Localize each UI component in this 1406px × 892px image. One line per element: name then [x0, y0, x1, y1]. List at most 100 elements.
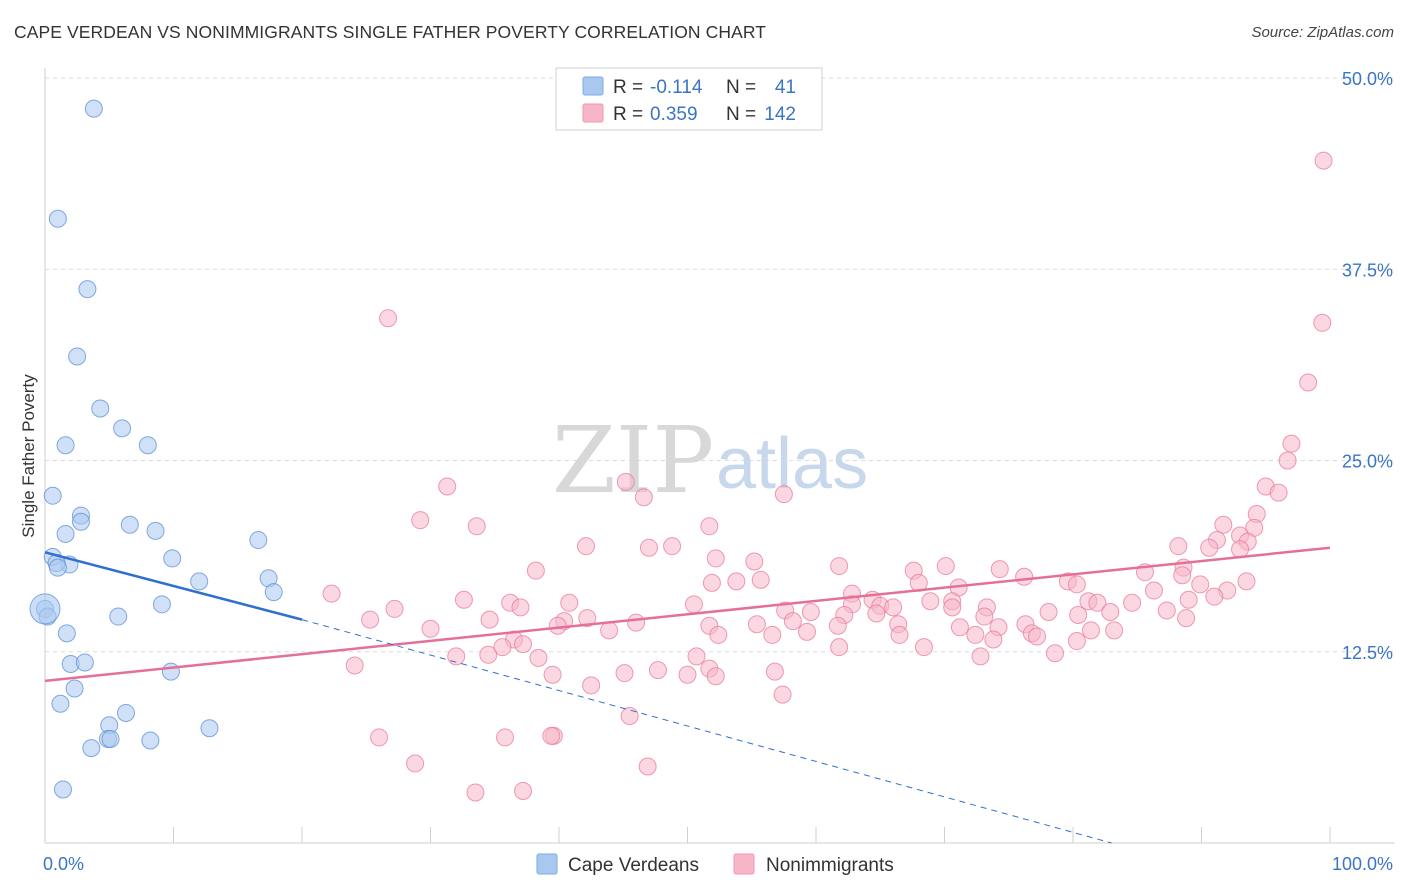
point-nonimmigrants — [763, 625, 782, 644]
point-cape-verdeans — [57, 624, 76, 643]
point-nonimmigrants — [830, 638, 849, 657]
point-nonimmigrants — [370, 728, 389, 747]
point-nonimmigrants — [971, 647, 990, 666]
point-nonimmigrants — [966, 625, 985, 644]
point-nonimmigrants — [1039, 602, 1058, 621]
point-cape-verdeans — [190, 572, 209, 591]
point-cape-verdeans — [51, 694, 70, 713]
point-nonimmigrants — [706, 667, 725, 686]
point-cape-verdeans — [56, 524, 75, 543]
y-tick-label: 50.0% — [1342, 69, 1393, 89]
point-nonimmigrants — [687, 647, 706, 666]
point-nonimmigrants — [765, 662, 784, 681]
axes — [44, 68, 1395, 844]
point-nonimmigrants — [921, 592, 940, 611]
point-cape-verdeans-large — [29, 593, 61, 625]
point-nonimmigrants — [627, 613, 646, 632]
point-nonimmigrants — [576, 537, 595, 556]
point-nonimmigrants — [1237, 572, 1256, 591]
point-nonimmigrants — [884, 598, 903, 617]
point-nonimmigrants — [1269, 483, 1288, 502]
point-nonimmigrants — [678, 665, 697, 684]
legend-r-label-2: R = — [613, 104, 643, 125]
point-nonimmigrants — [466, 783, 485, 802]
point-nonimmigrants — [648, 661, 667, 680]
point-nonimmigrants — [943, 598, 962, 617]
point-cape-verdeans — [101, 729, 120, 748]
point-nonimmigrants — [990, 560, 1009, 579]
point-nonimmigrants — [600, 621, 619, 640]
point-cape-verdeans — [138, 436, 157, 455]
point-cape-verdeans — [56, 436, 75, 455]
point-nonimmigrants — [560, 593, 579, 612]
point-nonimmigrants — [890, 625, 909, 644]
point-nonimmigrants — [1205, 587, 1224, 606]
point-nonimmigrants — [526, 561, 545, 580]
point-cape-verdeans — [116, 703, 135, 722]
point-nonimmigrants — [1313, 313, 1332, 332]
point-cape-verdeans — [78, 280, 97, 299]
point-nonimmigrants — [984, 630, 1003, 649]
point-nonimmigrants — [1177, 609, 1196, 628]
point-nonimmigrants — [751, 570, 770, 589]
point-nonimmigrants — [542, 726, 561, 745]
point-cape-verdeans — [91, 399, 110, 418]
point-nonimmigrants — [773, 685, 792, 704]
point-nonimmigrants — [496, 728, 515, 747]
point-cape-verdeans — [48, 209, 67, 228]
point-cape-verdeans — [120, 515, 139, 534]
trend-lines — [44, 546, 1331, 844]
point-nonimmigrants — [828, 616, 847, 635]
point-nonimmigrants — [663, 537, 682, 556]
point-nonimmigrants — [727, 572, 746, 591]
point-nonimmigrants — [511, 598, 530, 617]
point-nonimmigrants — [774, 485, 793, 504]
point-nonimmigrants — [480, 610, 499, 629]
point-nonimmigrants — [1067, 575, 1086, 594]
legend-n-label-2: N = — [726, 104, 756, 125]
point-nonimmigrants — [709, 625, 728, 644]
point-cape-verdeans — [71, 512, 90, 531]
point-cape-verdeans — [53, 780, 72, 799]
point-nonimmigrants — [1081, 621, 1100, 640]
bottom-legend-label-cape-verdeans: Cape Verdeans — [568, 855, 699, 876]
point-nonimmigrants — [438, 477, 457, 496]
point-nonimmigrants — [1214, 515, 1233, 534]
bottom-legend-swatch-cape-verdeans — [536, 853, 558, 875]
point-nonimmigrants — [639, 538, 658, 557]
point-nonimmigrants — [493, 638, 512, 657]
point-cape-verdeans — [109, 607, 128, 626]
point-nonimmigrants — [1278, 451, 1297, 470]
point-cape-verdeans — [48, 558, 67, 577]
legend-n-value-1: 41 — [775, 77, 796, 98]
trend-line-cape-verdeans — [44, 551, 303, 621]
legend-swatch-nonimmigrants — [582, 103, 604, 123]
point-cape-verdeans — [163, 549, 182, 568]
point-nonimmigrants — [1299, 373, 1318, 392]
point-cape-verdeans — [200, 719, 219, 738]
watermark-zip: ZIP — [552, 407, 714, 514]
point-nonimmigrants — [706, 549, 725, 568]
point-nonimmigrants — [479, 645, 498, 664]
point-nonimmigrants — [1101, 602, 1120, 621]
point-cape-verdeans — [152, 595, 171, 614]
point-cape-verdeans — [65, 679, 84, 698]
point-nonimmigrants — [1046, 644, 1065, 663]
point-nonimmigrants — [1015, 567, 1034, 586]
point-nonimmigrants — [638, 757, 657, 776]
point-cape-verdeans — [146, 521, 165, 540]
point-nonimmigrants — [548, 616, 567, 635]
bottom-legend-swatch-nonimmigrants — [733, 853, 755, 875]
point-nonimmigrants — [385, 599, 404, 618]
x-tick-label: 100.0% — [1332, 854, 1393, 874]
trend-extension-cape-verdeans — [301, 619, 1112, 844]
point-cape-verdeans — [249, 531, 268, 550]
point-nonimmigrants — [950, 618, 969, 637]
y-tick-label: 12.5% — [1342, 643, 1393, 663]
point-nonimmigrants — [454, 590, 473, 609]
point-nonimmigrants — [1157, 601, 1176, 620]
point-nonimmigrants — [798, 622, 817, 641]
point-nonimmigrants — [1179, 590, 1198, 609]
point-nonimmigrants — [578, 609, 597, 628]
